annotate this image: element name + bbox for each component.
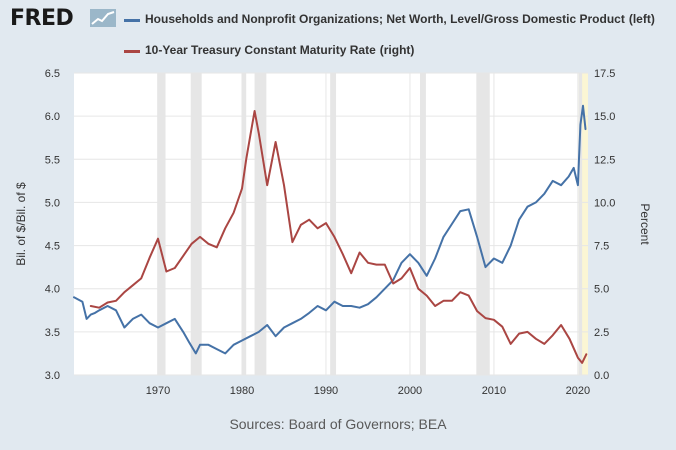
legend-label-net-worth: Households and Nonprofit Organizations; …	[145, 12, 625, 26]
y-right-tick-label: 5.0	[594, 284, 609, 296]
x-tick-label: 1970	[146, 385, 170, 397]
x-tick-label: 2010	[482, 385, 506, 397]
y-left-tick-label: 4.5	[45, 241, 60, 253]
x-tick-label: 1980	[230, 385, 254, 397]
legend-swatch-treasury	[124, 50, 140, 53]
y-left-tick-label: 3.0	[45, 370, 60, 382]
legend-label-treasury: 10-Year Treasury Constant Maturity Rate	[145, 43, 376, 57]
recession-band	[157, 73, 166, 375]
y-left-tick-label: 4.0	[45, 284, 60, 296]
y-right-tick-label: 17.5	[594, 68, 615, 80]
fred-logo[interactable]: FRED	[10, 6, 74, 31]
y-right-tick-label: 15.0	[594, 111, 615, 123]
legend-item-treasury[interactable]: 10-Year Treasury Constant Maturity Rate(…	[145, 43, 665, 58]
y-left-tick-label: 5.5	[45, 154, 60, 166]
y-right-tick-label: 2.5	[594, 327, 609, 339]
y-left-tick-label: 3.5	[45, 327, 60, 339]
recession-band	[190, 73, 202, 375]
recession-band	[578, 73, 583, 375]
y-axis-left-title: Bil. of $/Bil. of $	[14, 182, 28, 266]
legend-swatch-net-worth	[124, 19, 140, 22]
x-tick-label: 2020	[566, 385, 590, 397]
chart-header: FRED Households and Nonprofit Organizati…	[0, 0, 676, 64]
recession-band	[254, 73, 267, 375]
y-right-tick-label: 0.0	[594, 370, 609, 382]
y-axis-right-title: Percent	[638, 203, 652, 245]
y-right-tick-label: 12.5	[594, 154, 615, 166]
series-lines	[73, 104, 588, 364]
y-left-tick-label: 6.5	[45, 68, 60, 80]
recession-bands	[157, 73, 588, 375]
line-chart-icon	[90, 9, 116, 27]
x-tick-label: 2000	[398, 385, 422, 397]
y-left-tick-label: 6.0	[45, 111, 60, 123]
series-line-treasury	[89, 110, 588, 364]
legend-item-net-worth[interactable]: Households and Nonprofit Organizations; …	[145, 12, 665, 27]
axis-labels: 3.0 3.5 4.0 4.5 5.0 5.5 6.0 6.5 0.0 2.5 5.0 7.5 10.0…	[45, 68, 616, 397]
y-right-tick-label: 7.5	[594, 241, 609, 253]
gridlines	[74, 72, 588, 376]
legend-suffix-net-worth: (left)	[628, 12, 655, 26]
forecast-band	[578, 73, 588, 375]
series-line-net-worth	[73, 104, 587, 355]
recession-band	[330, 73, 337, 375]
y-right-tick-label: 10.0	[594, 197, 615, 209]
sources-note: Sources: Board of Governors; BEA	[229, 416, 447, 432]
legend-suffix-treasury: (right)	[379, 43, 415, 57]
recession-band	[476, 73, 490, 375]
y-left-tick-label: 5.0	[45, 197, 60, 209]
x-tick-label: 1990	[314, 385, 338, 397]
recession-band	[420, 73, 426, 375]
recession-band	[241, 73, 247, 375]
